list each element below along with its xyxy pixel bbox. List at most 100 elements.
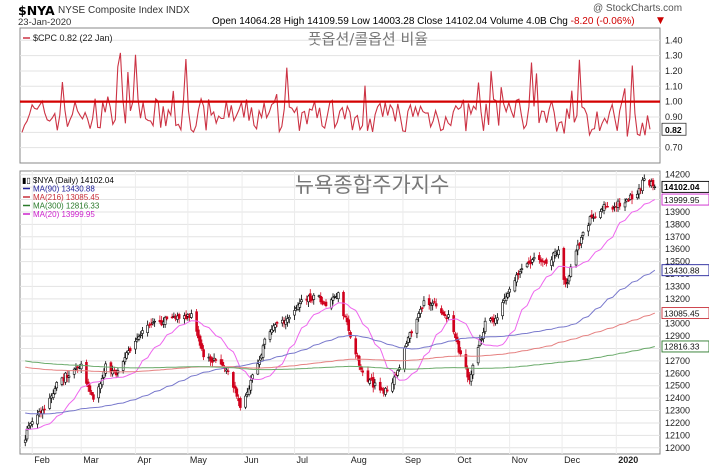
candle-body <box>606 205 609 208</box>
candle-body <box>532 257 536 260</box>
candle-body <box>588 216 592 225</box>
x-tick-label: Sep <box>405 455 421 465</box>
candle-body <box>403 347 406 370</box>
last-value-label: 13999.95 <box>664 195 700 205</box>
legend-entry: $NYA (Daily) 14102.04 <box>33 176 114 185</box>
candle-body <box>29 423 32 427</box>
candle-body <box>170 316 174 319</box>
candle-body <box>347 319 351 331</box>
candle-body <box>380 388 384 390</box>
candle-body <box>36 414 39 425</box>
candle-body <box>357 355 361 366</box>
chart-symbol: $NYA <box>18 3 55 18</box>
candle-body <box>494 318 497 324</box>
candle-body <box>408 332 412 339</box>
change-arrow-icon: ▼ <box>657 16 664 26</box>
candle-body <box>274 324 277 328</box>
price-tick-label: 12000 <box>665 443 690 453</box>
candle-body <box>569 266 573 277</box>
candle-body <box>434 303 438 307</box>
candle-body <box>518 271 522 275</box>
candle-body <box>74 368 78 370</box>
candle-body <box>214 359 218 361</box>
candle-body <box>88 385 92 392</box>
candle-body <box>515 274 518 283</box>
chart-credit: @ StockCharts.com <box>593 3 683 14</box>
candle-body <box>151 322 155 325</box>
candle-body <box>457 340 461 353</box>
candle-body <box>508 288 511 293</box>
price-tick-label: 13700 <box>665 232 690 242</box>
candle-body <box>567 275 571 282</box>
legend-entry: MA(20) 13999.95 <box>33 210 95 219</box>
candle-body <box>128 348 132 352</box>
candle-body <box>538 255 541 261</box>
candle-body <box>97 386 100 399</box>
candle-body <box>349 331 352 338</box>
candle-body <box>25 429 29 440</box>
last-value-label: 13430.88 <box>664 265 700 275</box>
legend-entry: MA(300) 12816.33 <box>33 202 100 211</box>
candle-body <box>137 336 141 340</box>
candle-body <box>53 388 57 394</box>
candle-body <box>139 334 142 337</box>
candle-body <box>177 314 181 319</box>
quote-main: Open 14064.28 High 14109.59 Low 14003.28… <box>212 16 568 27</box>
candle-body <box>190 313 193 318</box>
ma90-line <box>25 269 656 415</box>
candle-body <box>275 322 279 324</box>
candle-body <box>441 311 445 315</box>
price-tick-label: 12100 <box>665 430 690 440</box>
candle-body <box>635 193 639 199</box>
x-tick-label: Oct <box>457 455 472 465</box>
candle-body <box>200 343 204 350</box>
candle-body <box>361 370 365 373</box>
candle-body <box>149 323 153 325</box>
candle-body <box>67 375 71 378</box>
cpc-panel: 0.700.800.901.001.101.201.301.40$CPC 0.8… <box>19 27 687 164</box>
candle-body <box>420 307 424 309</box>
candle-body <box>504 296 508 301</box>
candle-body <box>627 199 630 202</box>
candle-body <box>23 439 27 443</box>
ma20-line <box>25 199 656 430</box>
candle-body <box>99 383 102 390</box>
x-tick-label: Dec <box>564 455 581 465</box>
quote-line: Open 14064.28 High 14109.59 Low 14003.28… <box>212 16 635 27</box>
candle-body <box>482 332 485 339</box>
candle-body <box>581 232 585 236</box>
candle-body <box>198 335 202 346</box>
candle-body <box>431 302 434 306</box>
candle-body <box>268 331 272 340</box>
candle-body <box>256 363 260 375</box>
x-tick-label: Aug <box>351 455 367 465</box>
candle-body <box>447 314 450 318</box>
candle-body <box>127 350 130 354</box>
last-value-box <box>661 340 709 353</box>
candle-body <box>55 382 59 389</box>
candle-body <box>391 382 394 392</box>
cpc-tick-label: 0.90 <box>665 112 683 122</box>
candle-body <box>580 237 583 244</box>
price-tick-label: 13800 <box>665 219 690 229</box>
last-value-label: 12816.33 <box>664 342 700 352</box>
candle-body <box>319 295 323 303</box>
candle-body <box>232 372 235 388</box>
candle-body <box>30 421 34 425</box>
candle-body <box>630 194 634 200</box>
candle-body <box>557 249 560 256</box>
candle-body <box>385 389 389 392</box>
candle-body <box>27 425 31 429</box>
candle-body <box>396 370 400 376</box>
candle-body <box>483 320 487 332</box>
candle-body <box>419 308 422 314</box>
candle-body <box>366 370 370 382</box>
candle-body <box>594 216 597 218</box>
price-plot-frame <box>19 170 661 455</box>
candle-body <box>123 357 127 363</box>
candle-body <box>233 385 237 389</box>
candle-body <box>550 259 553 266</box>
candle-body <box>642 178 646 181</box>
x-tick-label: Feb <box>34 455 50 465</box>
candle-body <box>471 364 475 376</box>
